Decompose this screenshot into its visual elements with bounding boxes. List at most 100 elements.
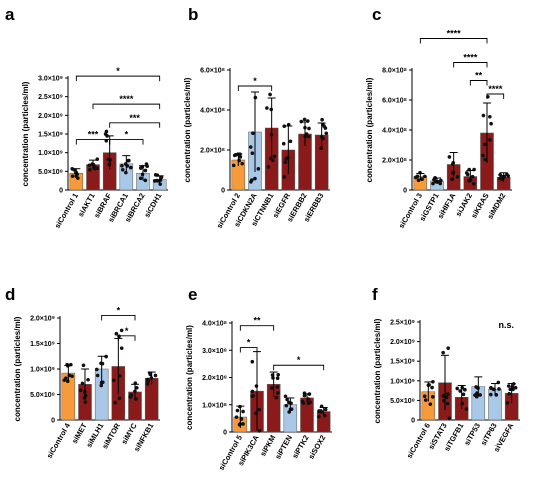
data-point (513, 385, 518, 390)
y-tick-label: 1.0×10⁹ (390, 378, 415, 385)
data-point (123, 162, 128, 166)
data-point (319, 146, 323, 151)
y-tick-label: 3.0×10⁸ (202, 348, 227, 355)
data-point (441, 350, 445, 355)
data-point (70, 174, 75, 178)
data-point (143, 178, 148, 183)
significance-label: **** (119, 94, 134, 104)
data-point (249, 180, 253, 184)
data-point (128, 165, 133, 170)
data-point (420, 177, 424, 181)
data-point (126, 158, 130, 163)
data-point (324, 131, 329, 136)
y-tick-label: 0 (51, 418, 55, 425)
x-tick-label: siControl 3 (397, 192, 424, 230)
data-point (428, 402, 433, 406)
data-point (238, 155, 243, 159)
data-point (464, 407, 469, 411)
panel-f: f concentration (particles/ml) 0 5.0×10⁸ 1.0… (372, 285, 520, 460)
data-point (467, 178, 471, 183)
data-point (153, 179, 157, 183)
data-point (253, 176, 257, 181)
data-point (282, 175, 287, 179)
data-point (250, 359, 255, 364)
y-tick-label: 2.0×10⁹ (38, 113, 63, 120)
data-point (317, 409, 321, 413)
data-point (488, 138, 492, 142)
y-axis-label: concentration (particles/ml) (185, 325, 194, 430)
data-point (275, 376, 280, 381)
data-point (282, 124, 287, 129)
data-point (445, 401, 450, 406)
y-tick-label: 0 (59, 188, 63, 195)
y-axis-label: concentration (particles/ml) (373, 318, 382, 423)
panel-label: d (5, 285, 15, 304)
data-point (250, 151, 255, 156)
data-point (231, 163, 236, 168)
data-point (134, 386, 139, 390)
panel-label: a (5, 5, 15, 24)
y-tick-label: 1.5×10⁹ (38, 132, 63, 139)
x-tick-label: siControl 6 (405, 422, 432, 460)
y-axis-label: concentration (particles/ml) (365, 77, 374, 182)
data-point (94, 367, 99, 372)
data-point (83, 400, 88, 404)
data-point (489, 392, 493, 397)
data-point (465, 172, 470, 177)
data-point (306, 401, 311, 405)
data-point (320, 117, 324, 122)
data-point (285, 397, 289, 402)
significance-bracket (469, 80, 488, 86)
data-point (158, 182, 162, 186)
significance-label: * (116, 66, 120, 76)
x-tick-label: siControl 4 (45, 421, 73, 460)
data-point (430, 394, 435, 399)
y-tick-label: 1.0×10⁹ (38, 150, 63, 157)
panel-d: d concentration (particles/ml) 0 5.0×10⁸ 1.0… (5, 285, 160, 460)
y-tick-label: 3.0×10⁹ (38, 76, 63, 83)
data-point (138, 176, 143, 181)
y-tick-label: 1.0×10⁸ (202, 402, 227, 409)
y-tick-label: 4.0×10⁸ (200, 108, 225, 115)
data-point (441, 394, 446, 398)
data-point (300, 399, 305, 404)
data-point (489, 121, 493, 126)
data-point (86, 377, 90, 382)
data-point (257, 429, 262, 433)
y-axis-label: concentration (particles/ml) (183, 77, 192, 182)
y-tick-label: 2.5×10⁹ (390, 320, 415, 327)
data-point (119, 328, 124, 333)
y-tick-label: 4.0×10⁸ (202, 321, 227, 328)
data-point (104, 354, 108, 359)
data-point (461, 392, 466, 397)
data-point (444, 395, 449, 400)
data-point (447, 155, 452, 159)
data-point (276, 372, 281, 377)
significance-label: **** (488, 84, 503, 94)
significance-label: **** (463, 53, 478, 63)
data-point (254, 384, 259, 388)
data-point (497, 387, 501, 391)
data-point (250, 394, 254, 399)
significance-bracket (109, 122, 161, 128)
significance-label: * (247, 338, 251, 348)
significance-label: * (125, 326, 129, 336)
data-point (256, 167, 261, 171)
data-point (430, 385, 434, 390)
data-point (422, 394, 427, 399)
data-point (145, 377, 150, 382)
y-tick-label: 1.5×10⁹ (390, 359, 415, 366)
panel-label: f (372, 285, 378, 304)
data-point (481, 113, 486, 118)
significance-bracket (453, 62, 488, 68)
data-point (240, 161, 244, 166)
data-point (439, 178, 443, 183)
data-point (446, 392, 450, 396)
data-point (285, 155, 290, 160)
significance-label: * (253, 76, 257, 86)
significance-bracket (419, 38, 488, 44)
data-point (474, 385, 478, 389)
data-point (143, 168, 148, 173)
y-axis-label: concentration (particles/ml) (13, 316, 22, 421)
data-point (447, 416, 452, 421)
